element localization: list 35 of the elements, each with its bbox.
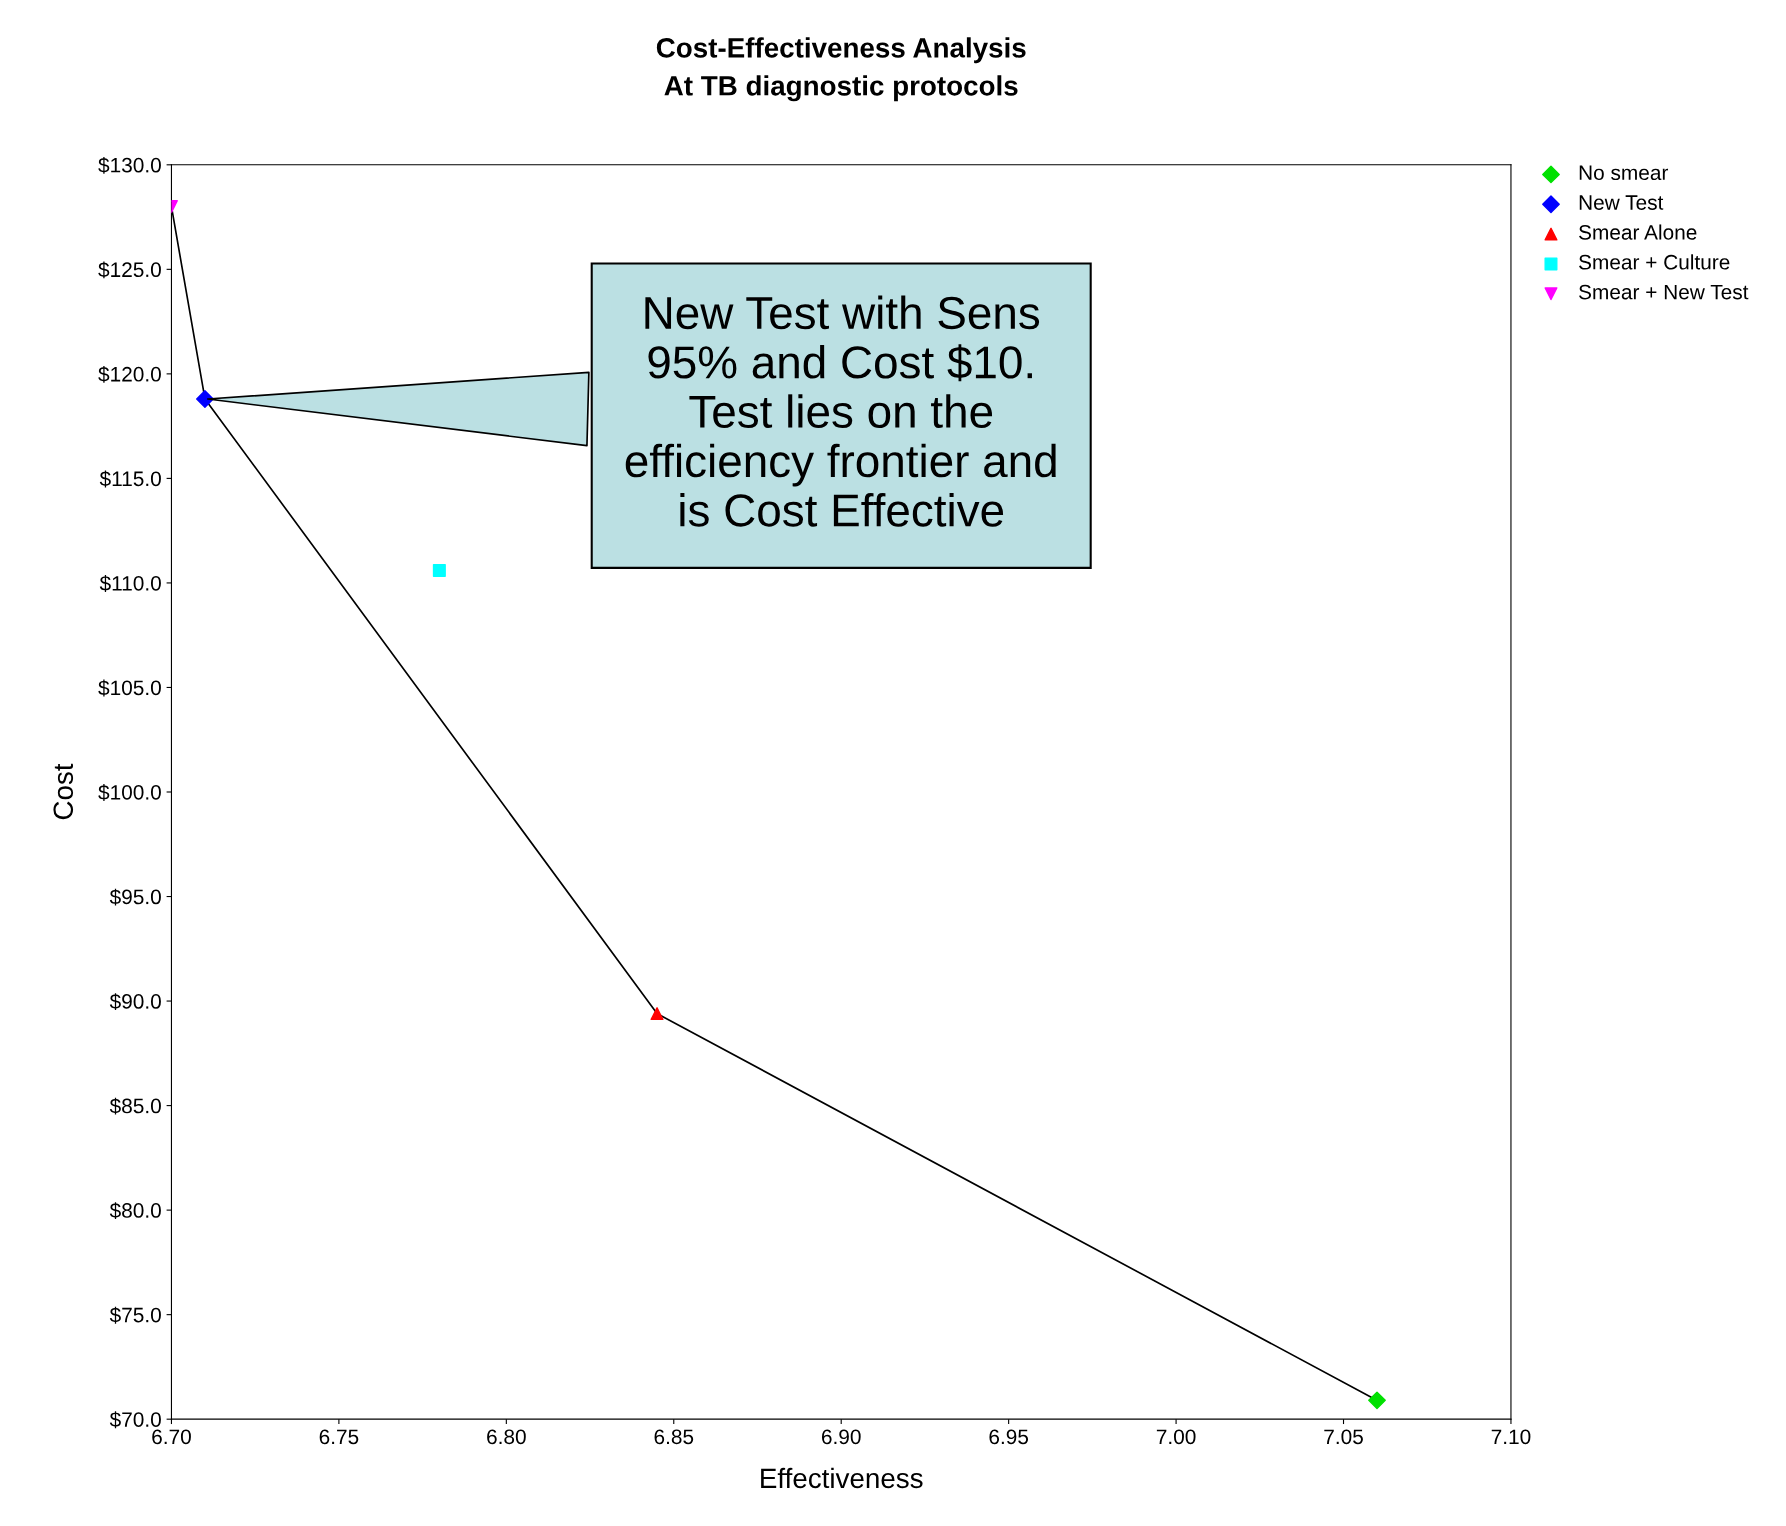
y-tick-label: $80.0 [109, 1202, 161, 1220]
y-tick-label: $85.0 [109, 1097, 161, 1115]
legend-label: Smear + Culture [1579, 254, 1730, 270]
x-tick-label: 6.70 [152, 1429, 191, 1445]
y-tick-label: $130.0 [98, 156, 161, 174]
y-tick-label: $125.0 [98, 261, 161, 279]
y-tick-label: $90.0 [109, 993, 161, 1011]
x-tick-label: 7.10 [1491, 1429, 1531, 1445]
y-tick-label: $75.0 [109, 1306, 161, 1324]
legend-label: Smear + New Test [1579, 284, 1749, 300]
y-tick-label: $100.0 [98, 784, 161, 801]
y-tick-label: $105.0 [98, 679, 161, 697]
x-tick-label: 6.85 [654, 1429, 694, 1445]
chart-title: Cost-Effectiveness Analysis At TB diagnostic protocols [656, 37, 1026, 102]
annotation: New Test with Sens 95% and Cost $10. Test lies on the efficiency frontier and is Cost Effective [625, 295, 1056, 527]
legend-label: Smear Alone [1579, 224, 1697, 240]
legend-label: No smear [1579, 165, 1669, 181]
x-axis-title: Effectiveness [761, 1467, 923, 1489]
x-tick-label: 6.95 [989, 1429, 1029, 1445]
point [1368, 1391, 1386, 1410]
y-tick-label: $120.0 [98, 366, 161, 383]
x-tick-label: 7.05 [1324, 1429, 1363, 1445]
y-tick-label: $95.0 [109, 888, 161, 906]
x-tick-label: 6.75 [319, 1429, 359, 1445]
y-tick-label: $115.0 [99, 470, 161, 488]
point [650, 1007, 664, 1021]
x-tick-label: 7.00 [1156, 1429, 1196, 1445]
y-tick-label: $110.0 [99, 575, 161, 592]
y-axis-title: Cost [53, 763, 74, 820]
point [196, 390, 214, 408]
point [432, 563, 446, 577]
x-tick-label: 6.90 [821, 1429, 861, 1445]
legend-label: New Test [1579, 195, 1664, 210]
x-tick-label: 6.80 [487, 1429, 526, 1445]
y-tick-label: $70.0 [109, 1411, 161, 1429]
